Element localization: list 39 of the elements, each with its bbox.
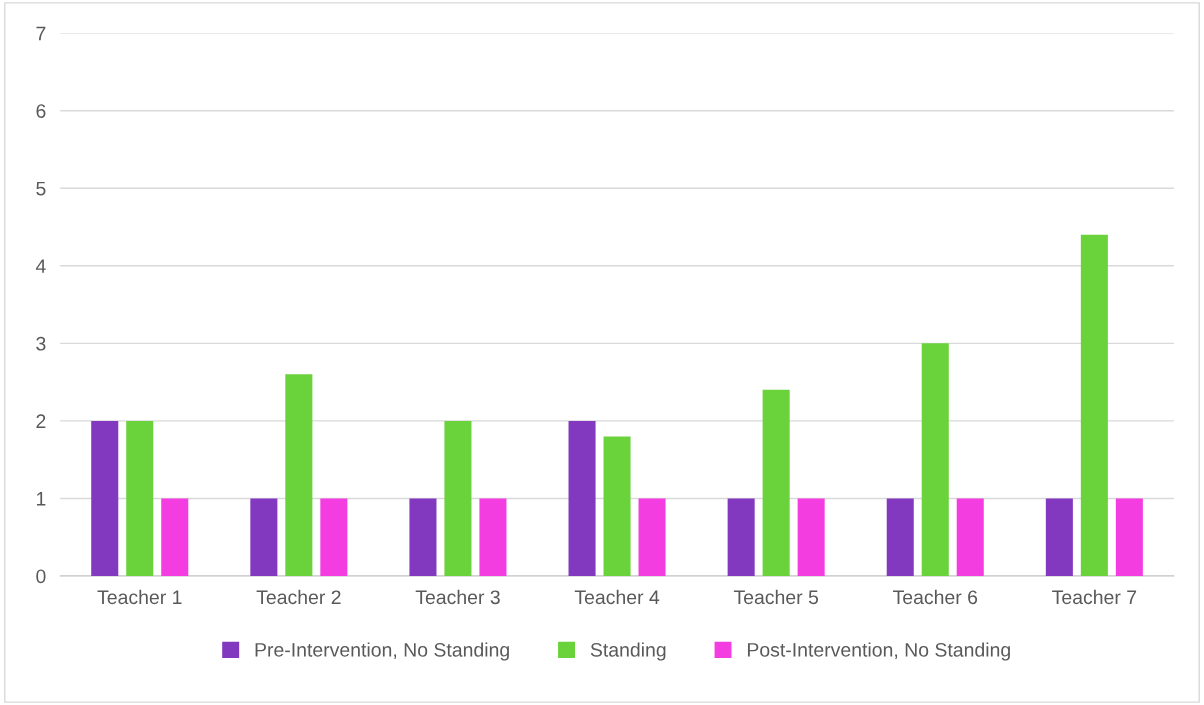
bar: [1045, 498, 1073, 576]
y-tick-label: 5: [36, 181, 46, 196]
bar: [1115, 498, 1143, 576]
bar: [921, 343, 949, 576]
x-tick-label: Teacher 5: [733, 589, 819, 605]
bar: [161, 498, 189, 576]
bar: [638, 498, 666, 576]
x-tick-label: Teacher 7: [1052, 589, 1137, 605]
bar: [479, 498, 507, 576]
legend-label: Post-Intervention, No Standing: [747, 642, 1010, 661]
y-tick-label: 0: [36, 569, 46, 584]
bar: [956, 498, 984, 576]
bar: [409, 498, 437, 576]
bar: [603, 436, 631, 576]
bar: [797, 498, 825, 576]
bar: [444, 420, 472, 576]
bar: [568, 420, 596, 576]
y-tick-label: 6: [36, 104, 46, 118]
legend-label: Standing: [590, 642, 666, 661]
bar: [886, 498, 914, 576]
x-tick-label: Teacher 2: [256, 589, 341, 605]
bar: [1080, 234, 1108, 576]
bar: [91, 420, 119, 576]
y-tick-label: 7: [36, 26, 46, 41]
bar: [126, 420, 154, 576]
y-tick-label: 4: [35, 259, 46, 273]
y-tick-label: 3: [36, 336, 46, 351]
bar: [250, 498, 278, 576]
legend-label: Pre-Intervention, No Standing: [255, 642, 509, 661]
x-tick-label: Teacher 1: [97, 589, 182, 605]
x-tick-label: Teacher 3: [415, 589, 500, 605]
bar: [762, 389, 790, 576]
bar: [285, 374, 313, 576]
x-tick-label: Teacher 6: [893, 589, 978, 605]
y-tick-label: 2: [36, 414, 46, 428]
x-tick-label: Teacher 4: [574, 589, 660, 605]
bar: [320, 498, 348, 576]
bar: [727, 498, 755, 576]
y-tick-label: 1: [36, 492, 46, 506]
